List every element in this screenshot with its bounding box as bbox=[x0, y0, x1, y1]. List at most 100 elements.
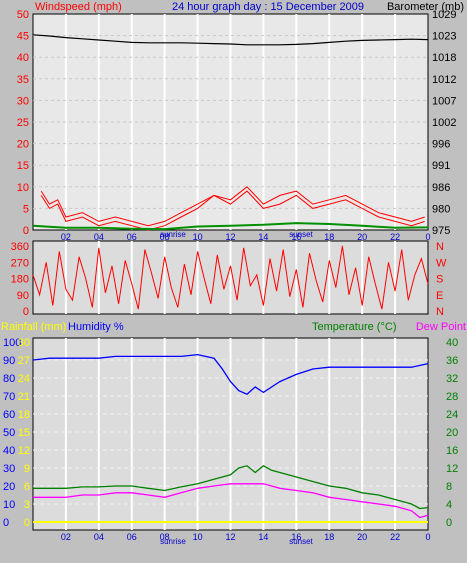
rainfall-tick: 21 bbox=[18, 391, 30, 403]
temperature-tick: 4 bbox=[446, 499, 452, 511]
barometer-label: Barometer (mb) bbox=[387, 1, 464, 13]
x-tick-label: 22 bbox=[390, 232, 400, 242]
direction-tick: 90 bbox=[17, 290, 29, 302]
direction-tick: 270 bbox=[11, 257, 29, 269]
humidity-x-axis: 02 04 06 08 10 12 14 16 18 20 22 0 bbox=[61, 532, 431, 542]
sunrise-label-3: sunrise bbox=[160, 537, 186, 546]
barometer-tick: 1018 bbox=[432, 52, 456, 64]
rainfall-tick: 6 bbox=[24, 481, 30, 493]
barometer-tick: 986 bbox=[432, 182, 450, 194]
windspeed-tick: 40 bbox=[17, 52, 29, 64]
x-tick-label: 22 bbox=[390, 532, 400, 542]
temperature-tick: 40 bbox=[446, 337, 458, 349]
rainfall-tick: 9 bbox=[24, 463, 30, 475]
rainfall-tick: 12 bbox=[18, 445, 30, 457]
windspeed-tick: 25 bbox=[17, 117, 29, 129]
rainfall-tick: 3 bbox=[24, 499, 30, 511]
barometer-tick: 991 bbox=[432, 160, 450, 172]
humidity-tick: 20 bbox=[3, 481, 15, 493]
rainfall-tick: 18 bbox=[18, 409, 30, 421]
x-tick-label: 16 bbox=[291, 532, 301, 542]
x-tick-label: 02 bbox=[61, 232, 71, 242]
humidity-tick: 0 bbox=[3, 517, 9, 529]
temperature-tick: 24 bbox=[446, 409, 458, 421]
x-tick-label: 14 bbox=[258, 232, 268, 242]
windspeed-tick: 30 bbox=[17, 95, 29, 107]
windspeed-tick: 15 bbox=[17, 160, 29, 172]
direction-axis: 360 270 180 90 0 bbox=[11, 241, 29, 318]
x-tick-label: 20 bbox=[357, 532, 367, 542]
temperature-tick: 16 bbox=[446, 445, 458, 457]
x-tick-label: 12 bbox=[225, 532, 235, 542]
humidity-tick: 80 bbox=[3, 373, 15, 385]
compass-tick: N bbox=[436, 306, 444, 318]
direction-tick: 360 bbox=[11, 241, 29, 253]
x-tick-label: 12 bbox=[225, 232, 235, 242]
temperature-tick: 0 bbox=[446, 517, 452, 529]
rainfall-label: Rainfall (mm) bbox=[1, 321, 66, 333]
windspeed-tick: 35 bbox=[17, 74, 29, 86]
dew-point-line bbox=[33, 483, 429, 519]
humidity-tick: 60 bbox=[3, 409, 15, 421]
windspeed-line bbox=[40, 190, 425, 231]
barometer-axis: 1029 1023 1018 1012 1007 1002 996 991 986 980 975 bbox=[432, 9, 456, 237]
direction-series bbox=[32, 245, 429, 310]
windspeed-tick: 10 bbox=[17, 182, 29, 194]
rainfall-tick: 15 bbox=[18, 427, 30, 439]
barometer-tick: 996 bbox=[432, 139, 450, 151]
rainfall-tick: 27 bbox=[18, 355, 30, 367]
temperature-tick: 36 bbox=[446, 355, 458, 367]
x-tick-label: 18 bbox=[324, 232, 334, 242]
sunset-label-1: sunset bbox=[289, 230, 313, 239]
x-tick-label: 18 bbox=[324, 532, 334, 542]
x-tick-label: 0 bbox=[425, 532, 430, 542]
compass-tick: W bbox=[436, 257, 447, 269]
barometer-tick: 1029 bbox=[432, 9, 456, 21]
barometer-tick: 1012 bbox=[432, 74, 456, 86]
humidity-temp-series bbox=[32, 353, 429, 523]
windspeed-tick: 45 bbox=[17, 31, 29, 43]
windspeed-label: Windspeed (mph) bbox=[35, 1, 122, 13]
humidity-tick: 10 bbox=[3, 499, 15, 511]
temperature-line bbox=[33, 465, 429, 510]
barometer-tick: 1023 bbox=[432, 31, 456, 43]
temperature-tick: 12 bbox=[446, 463, 458, 475]
direction-tick: 0 bbox=[23, 306, 29, 318]
windspeed-tick: 50 bbox=[17, 9, 29, 21]
rainfall-tick: 30 bbox=[18, 337, 30, 349]
wind-average-line bbox=[32, 222, 429, 231]
direction-line bbox=[32, 245, 429, 310]
rainfall-tick: 0 bbox=[24, 517, 30, 529]
x-tick-label: 04 bbox=[94, 532, 104, 542]
barometer-tick: 980 bbox=[432, 203, 450, 215]
barometer-tick: 975 bbox=[432, 225, 450, 237]
compass-tick: S bbox=[436, 274, 443, 286]
humidity-label: Humidity % bbox=[68, 321, 124, 333]
graph-title: 24 hour graph day : 15 December 2009 bbox=[172, 1, 364, 13]
x-tick-label: 14 bbox=[258, 532, 268, 542]
humidity-tick: 100 bbox=[3, 337, 21, 349]
x-tick-label: 16 bbox=[291, 232, 301, 242]
humidity-tick: 40 bbox=[3, 445, 15, 457]
humidity-tick: 30 bbox=[3, 463, 15, 475]
temperature-tick: 8 bbox=[446, 481, 452, 493]
x-tick-label: 08 bbox=[160, 232, 170, 242]
barometer-tick: 1007 bbox=[432, 95, 456, 107]
humidity-tick: 90 bbox=[3, 355, 15, 367]
humidity-tick: 70 bbox=[3, 391, 15, 403]
x-tick-label: 08 bbox=[160, 532, 170, 542]
temperature-tick: 20 bbox=[446, 427, 458, 439]
windspeed-tick: 20 bbox=[17, 139, 29, 151]
humidity-line bbox=[32, 353, 429, 395]
x-tick-label: 06 bbox=[127, 232, 137, 242]
compass-tick: N bbox=[436, 241, 444, 253]
x-tick-label: 06 bbox=[127, 532, 137, 542]
barometer-tick: 1002 bbox=[432, 117, 456, 129]
wind-x-axis: 02 04 06 08 10 12 14 16 18 20 22 0 bbox=[61, 232, 431, 242]
compass-tick: E bbox=[436, 290, 443, 302]
